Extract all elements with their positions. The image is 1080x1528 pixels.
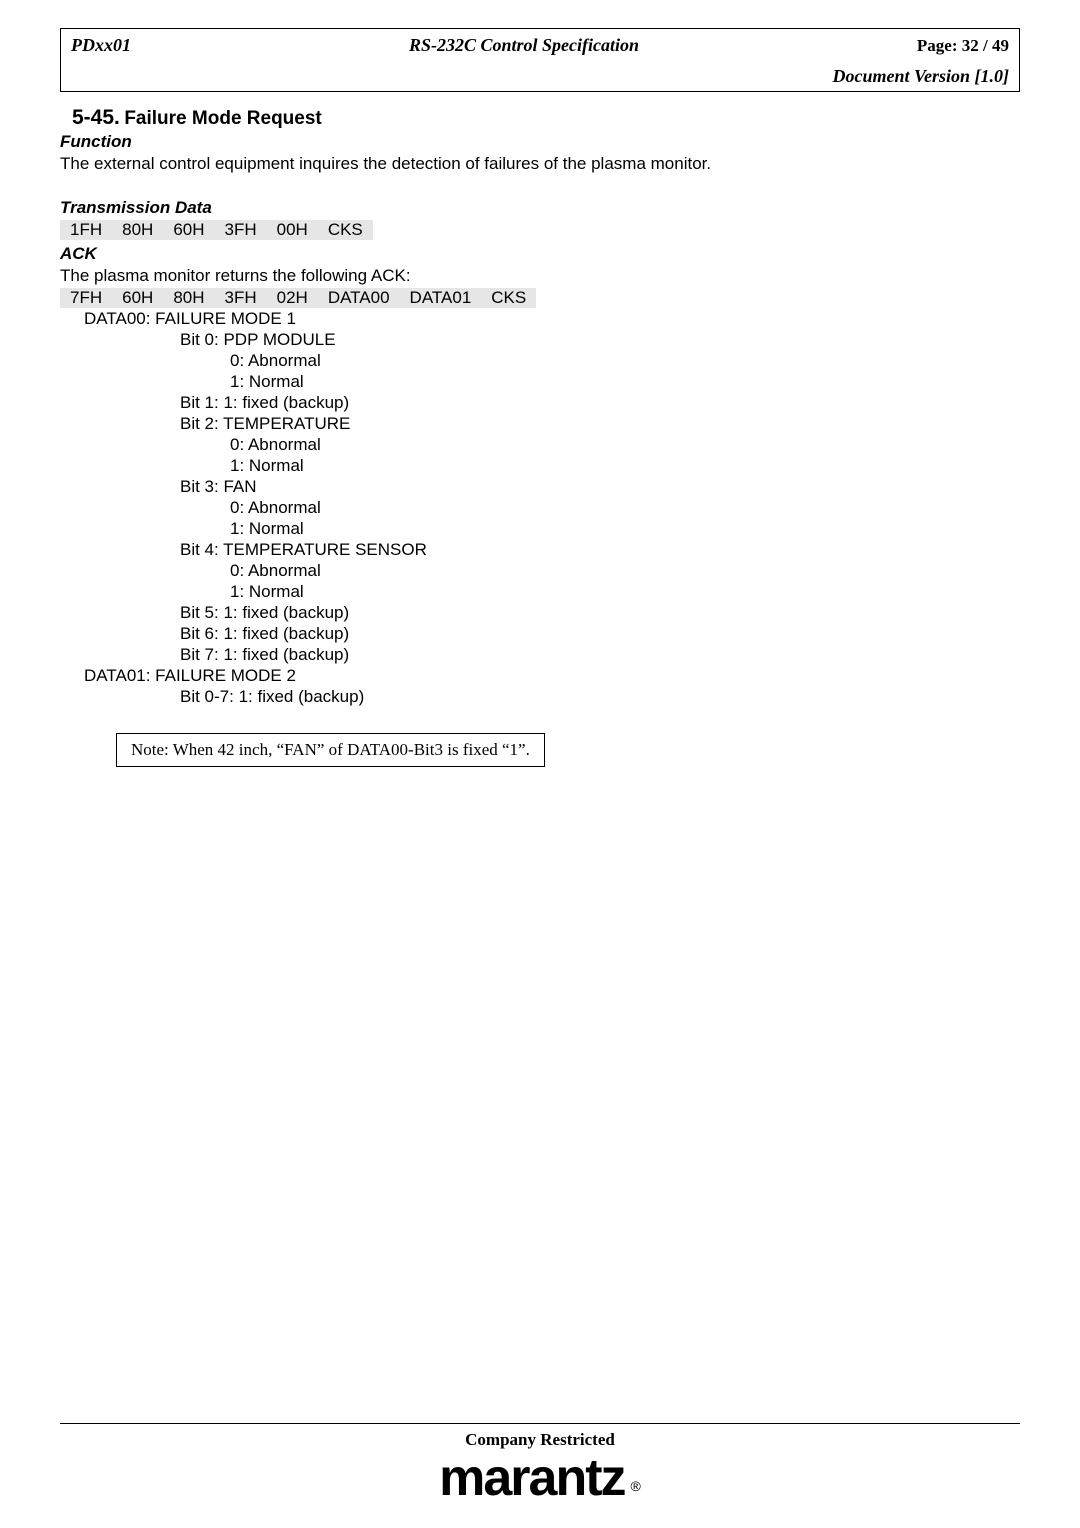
data00-line: 0: Abnormal bbox=[230, 351, 1020, 371]
header-left: PDxx01 bbox=[71, 35, 131, 56]
footer: Company Restricted marantz ® bbox=[60, 1423, 1020, 1508]
data00-line: 0: Abnormal bbox=[230, 435, 1020, 455]
byte-cell: DATA01 bbox=[400, 288, 482, 308]
section-name: Failure Mode Request bbox=[124, 108, 321, 129]
section-number: 5-45. bbox=[72, 106, 120, 129]
transmission-label: Transmission Data bbox=[60, 198, 1020, 218]
transmission-bytes: 1FH80H60H3FH00HCKS bbox=[60, 220, 373, 240]
data00-title: DATA00: FAILURE MODE 1 bbox=[84, 309, 1020, 329]
page-label: Page: bbox=[917, 36, 958, 55]
function-text: The external control equipment inquires … bbox=[60, 154, 1020, 174]
byte-cell: 60H bbox=[163, 220, 214, 240]
header-version: Document Version [1.0] bbox=[71, 66, 1009, 87]
footer-rule bbox=[60, 1423, 1020, 1424]
data00-line: Bit 4: TEMPERATURE SENSOR bbox=[180, 540, 1020, 560]
data00-line: Bit 6: 1: fixed (backup) bbox=[180, 624, 1020, 644]
ack-intro: The plasma monitor returns the following… bbox=[60, 266, 1020, 286]
header-right: Page: 32 / 49 bbox=[917, 36, 1009, 56]
data00-lines: Bit 0: PDP MODULE0: Abnormal1: NormalBit… bbox=[60, 330, 1020, 665]
header-box: PDxx01 RS-232C Control Specification Pag… bbox=[60, 28, 1020, 92]
page-value: 32 / 49 bbox=[962, 36, 1009, 55]
footer-text: Company Restricted bbox=[60, 1430, 1020, 1450]
transmission-bytes-row: 1FH80H60H3FH00HCKS bbox=[60, 218, 1020, 240]
data00-line: Bit 2: TEMPERATURE bbox=[180, 414, 1020, 434]
header-row: PDxx01 RS-232C Control Specification Pag… bbox=[71, 35, 1009, 56]
byte-cell: CKS bbox=[318, 220, 373, 240]
data00-line: 0: Abnormal bbox=[230, 561, 1020, 581]
byte-cell: 7FH bbox=[60, 288, 112, 308]
byte-cell: 00H bbox=[267, 220, 318, 240]
footer-logo: marantz ® bbox=[60, 1448, 1020, 1508]
data00-line: 1: Normal bbox=[230, 456, 1020, 476]
header-center: RS-232C Control Specification bbox=[131, 35, 917, 56]
data00-line: Bit 0: PDP MODULE bbox=[180, 330, 1020, 350]
byte-cell: DATA00 bbox=[318, 288, 400, 308]
logo-text: marantz bbox=[439, 1448, 624, 1508]
byte-cell: 1FH bbox=[60, 220, 112, 240]
byte-cell: 3FH bbox=[215, 288, 267, 308]
ack-bytes-row: 7FH60H80H3FH02HDATA00DATA01CKS bbox=[60, 286, 1020, 308]
data01-line: Bit 0-7: 1: fixed (backup) bbox=[180, 687, 1020, 707]
data00-line: Bit 7: 1: fixed (backup) bbox=[180, 645, 1020, 665]
data00-line: Bit 5: 1: fixed (backup) bbox=[180, 603, 1020, 623]
byte-cell: CKS bbox=[481, 288, 536, 308]
data00-line: 1: Normal bbox=[230, 582, 1020, 602]
byte-cell: 3FH bbox=[215, 220, 267, 240]
page: PDxx01 RS-232C Control Specification Pag… bbox=[0, 0, 1080, 1528]
data00-line: 1: Normal bbox=[230, 372, 1020, 392]
data00-line: 0: Abnormal bbox=[230, 498, 1020, 518]
data00-line: Bit 3: FAN bbox=[180, 477, 1020, 497]
ack-bytes: 7FH60H80H3FH02HDATA00DATA01CKS bbox=[60, 288, 536, 308]
byte-cell: 80H bbox=[163, 288, 214, 308]
data00-line: 1: Normal bbox=[230, 519, 1020, 539]
byte-cell: 80H bbox=[112, 220, 163, 240]
registered-icon: ® bbox=[631, 1478, 641, 1494]
byte-cell: 60H bbox=[112, 288, 163, 308]
note-box: Note: When 42 inch, “FAN” of DATA00-Bit3… bbox=[116, 733, 545, 767]
function-label: Function bbox=[60, 132, 1020, 152]
data00-line: Bit 1: 1: fixed (backup) bbox=[180, 393, 1020, 413]
data01-title: DATA01: FAILURE MODE 2 bbox=[84, 666, 1020, 686]
byte-cell: 02H bbox=[267, 288, 318, 308]
section-title: 5-45. Failure Mode Request bbox=[72, 106, 1020, 130]
ack-label: ACK bbox=[60, 244, 1020, 264]
